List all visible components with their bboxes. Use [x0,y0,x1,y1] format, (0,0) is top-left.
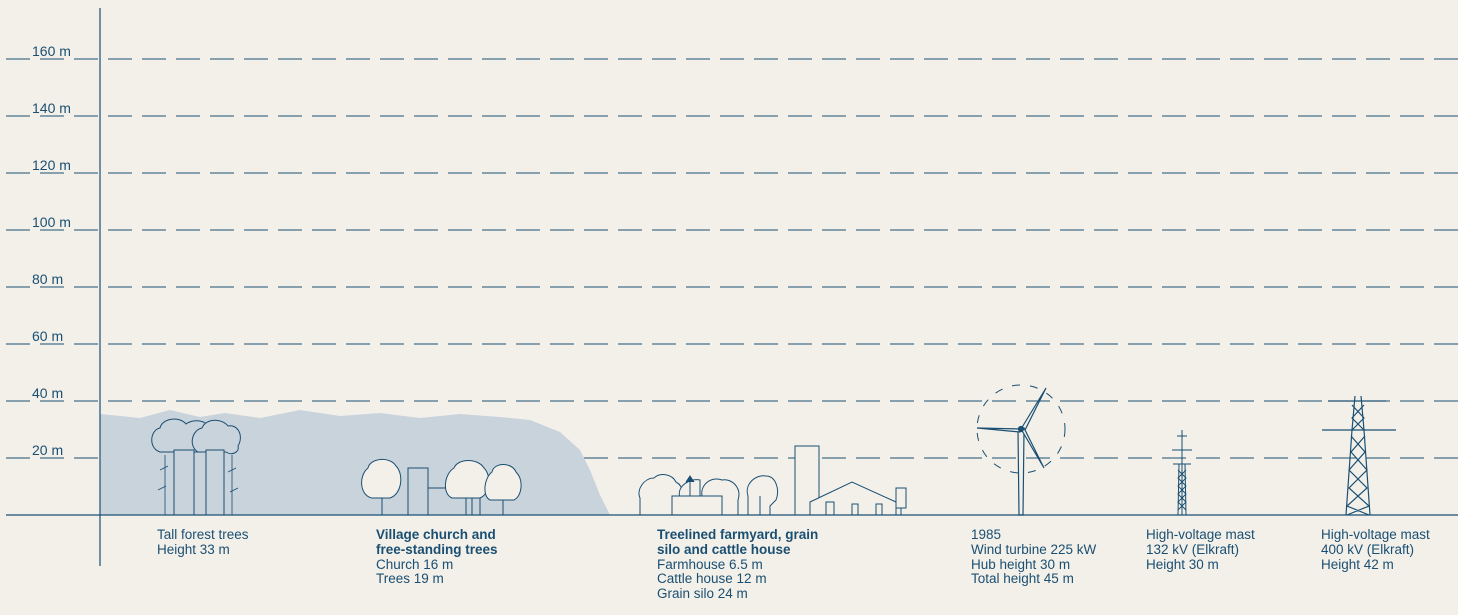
caption-line: 1985 [971,527,1002,542]
y-tick-20: 20 m [32,442,64,458]
wind-turbine-drawing [976,384,1066,516]
caption-line: Grain silo 24 m [657,586,748,602]
mast-400kv-drawing [1322,395,1396,516]
caption-turbine: 1985 Wind turbine 225 kW Hub height 30 m… [971,527,1097,587]
caption-line: Farmhouse 6.5 m [657,556,763,572]
caption-line: High-voltage mast [1146,527,1255,542]
caption-forest: Tall forest trees Height 33 m [157,527,249,558]
y-tick-60: 60 m [32,328,64,344]
mast-132kv-drawing [1172,430,1192,516]
caption-mast-132kv: High-voltage mast 132 kV (Elkraft) Heigh… [1146,527,1255,572]
caption-line: 400 kV (Elkraft) [1321,541,1415,557]
caption-line: Hub height 30 m [971,556,1071,572]
caption-mast-400kv: High-voltage mast 400 kV (Elkraft) Heigh… [1321,527,1430,572]
caption-line: Church 16 m [376,556,454,572]
caption-heading: free-standing trees [376,541,498,557]
caption-line: Height 33 m [157,541,230,557]
caption-line: Cattle house 12 m [657,571,767,587]
caption-farm: Treelined farmyard, grain silo and cattl… [657,527,819,602]
y-tick-40: 40 m [32,385,64,401]
caption-line: Tall forest trees [157,527,249,542]
caption-heading: Village church and [376,527,496,542]
y-tick-80: 80 m [32,271,64,287]
y-tick-160: 160 m [32,43,71,59]
tall-forest-trees-drawing [151,418,241,516]
caption-line: Height 42 m [1321,556,1394,572]
caption-heading: Treelined farmyard, grain [657,527,819,542]
y-tick-120: 120 m [32,157,71,173]
y-tick-140: 140 m [32,100,71,116]
y-tick-100: 100 m [32,214,71,230]
caption-line: 132 kV (Elkraft) [1146,541,1240,557]
caption-heading: silo and cattle house [657,541,791,557]
farmyard-drawing [638,445,907,516]
caption-church: Village church and free-standing trees C… [376,527,498,587]
caption-line: Wind turbine 225 kW [971,541,1097,557]
village-church-drawing [361,459,522,516]
caption-line: Trees 19 m [376,571,444,587]
caption-line: Height 30 m [1146,556,1219,572]
caption-line: High-voltage mast [1321,527,1430,542]
caption-line: Total height 45 m [971,571,1074,587]
gridlines [6,58,1458,459]
